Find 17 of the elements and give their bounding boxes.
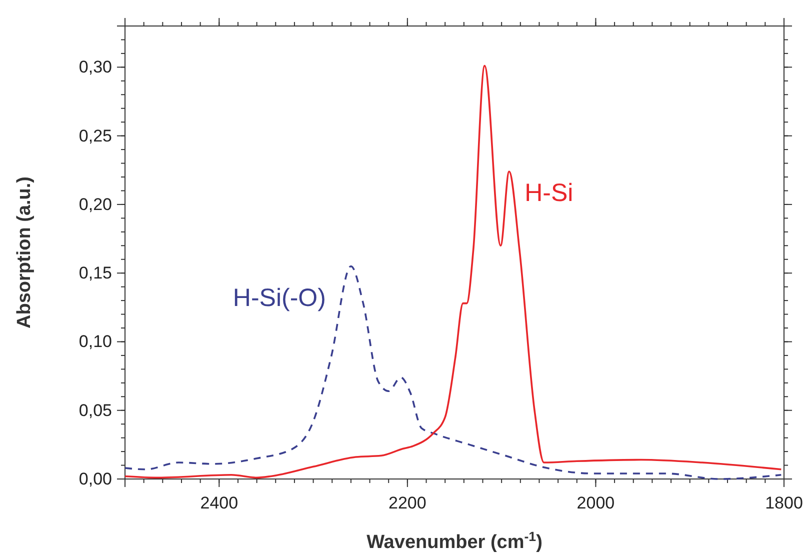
y-axis-title: Absorption (a.u.) [14,176,35,328]
x-tick-label: 2200 [388,494,426,513]
x-tick-label: 2400 [200,494,238,513]
y-tick-label: 0,00 [78,469,112,488]
x-tick-label: 2000 [576,494,615,513]
x-axis-title: Wavenumber (cm$^{-1}$) [366,528,542,553]
y-tick-label: 0,20 [78,194,112,214]
y-tick-label: 0,10 [78,332,112,352]
y-tick-label: 0,05 [78,400,112,420]
line-series [124,64,782,479]
y-tick-label: 0,25 [78,126,112,146]
x-tick-label: 1800 [765,494,803,513]
series-label: H-Si [524,178,574,207]
y-tick-label: 0,30 [78,58,112,77]
line-series [124,265,782,480]
series-label: H-Si(-O) [232,284,326,312]
y-tick-label: 0,15 [78,264,112,283]
